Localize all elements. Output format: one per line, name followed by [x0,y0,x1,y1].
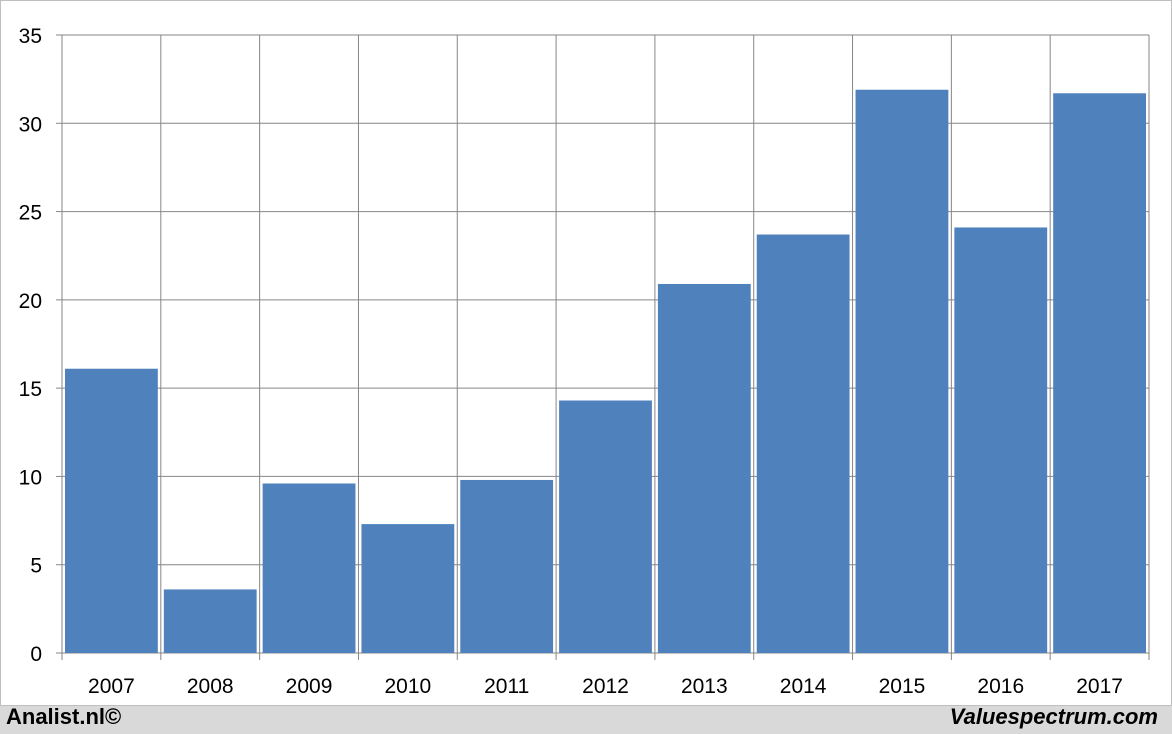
x-tick-label: 2007 [88,675,135,698]
y-tick-label: 5 [30,555,42,578]
bar-2014 [756,234,850,654]
bar-2012 [559,400,652,653]
x-tick-label: 2011 [484,675,529,698]
bar-2017 [1053,93,1146,654]
x-tick-label: 2009 [286,675,333,698]
x-tick-label: 2012 [582,675,629,698]
y-tick-label: 15 [19,378,42,401]
y-tick-label: 30 [19,113,42,136]
bar-2011 [460,479,554,653]
footer-brand-right: Valuespectrum.com [949,704,1158,729]
x-tick-label: 2008 [187,675,234,698]
bar-2016 [954,227,1048,653]
bar-2013 [657,283,751,653]
x-tick-label: 2010 [385,675,432,698]
footer-brand-left: Analist.nl© [6,704,122,729]
chart-area: 0 5 10 15 20 25 30 35 2007 2008 2009 2010 2011 2012 20… [0,0,1172,706]
y-tick-label: 20 [19,290,42,313]
bar-2015 [855,89,949,654]
x-tick-label: 2015 [879,675,926,698]
bar-2009 [262,483,356,653]
y-tick-label: 10 [19,466,42,489]
y-tick-label: 25 [19,202,42,225]
x-tick-label: 2017 [1076,675,1123,698]
y-tick-label: 35 [19,25,42,48]
y-tick-label: 0 [30,643,42,666]
bar-2007 [65,368,158,653]
bar-2010 [361,524,455,653]
bar-2008 [163,589,257,653]
x-tick-label: 2016 [977,675,1024,698]
bar-chart: 0 5 10 15 20 25 30 35 2007 2008 2009 2010 2011 2012 20… [19,25,1150,698]
x-tick-label: 2014 [780,675,827,698]
x-tick-label: 2013 [681,675,728,698]
